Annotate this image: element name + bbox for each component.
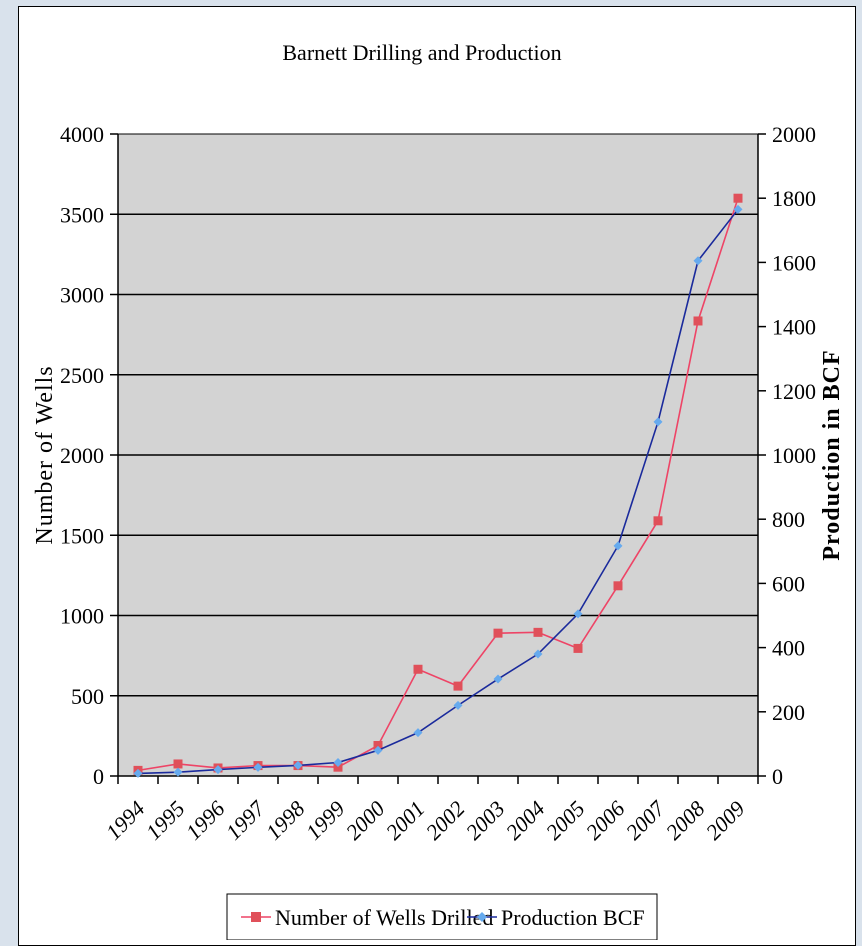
right-tick-label-1400: 1400: [772, 315, 816, 340]
left-tick-label-3500: 3500: [60, 202, 104, 227]
point-wells-2003: [493, 628, 503, 638]
chart-frame: Barnett Drilling and Production 0 500 1000…: [18, 6, 856, 946]
legend-label-wells: Number of Wells Drilled: [275, 905, 493, 930]
point-production-1999: [333, 758, 343, 768]
legend-label-production: Production BCF: [501, 905, 645, 930]
point-production-2008: [693, 256, 703, 266]
x-tick-label-2000: 2000: [341, 796, 390, 845]
point-production-1997: [253, 762, 263, 772]
right-tick-label-600: 600: [772, 571, 805, 596]
x-tick-label-2006: 2006: [581, 796, 630, 845]
point-wells-2002: [453, 681, 463, 691]
x-axis-ticks: 1994199519961997199819992000200120022003…: [101, 776, 759, 845]
point-wells-2006: [613, 581, 623, 591]
series-production: [133, 204, 743, 778]
x-tick-label-2003: 2003: [461, 796, 510, 845]
point-wells-2000: [373, 741, 383, 751]
point-production-2003: [493, 674, 503, 684]
x-tick-label-2009: 2009: [701, 796, 750, 845]
point-wells-1999: [333, 762, 343, 772]
right-tick-label-2000: 2000: [772, 122, 816, 147]
x-tick-label-2001: 2001: [381, 796, 430, 845]
x-tick-label-1999: 1999: [301, 796, 350, 845]
series-line-wells: [137, 197, 739, 772]
point-wells-2007: [653, 516, 663, 526]
x-tick-label-2007: 2007: [621, 795, 670, 844]
line-chart: Barnett Drilling and Production 0 500 1000…: [32, 40, 845, 940]
point-production-2009: [733, 204, 743, 214]
left-tick-label-500: 500: [71, 684, 104, 709]
x-tick-label-2002: 2002: [421, 796, 470, 845]
x-tick-label-2004: 2004: [501, 796, 550, 845]
x-tick-label-1994: 1994: [101, 796, 150, 845]
point-wells-2004: [533, 627, 543, 637]
x-tick-label-1997: 1997: [221, 795, 270, 844]
left-axis-ticks: 0 500 1000 1500 2000 2500 3000 3500 4000: [60, 122, 118, 789]
x-tick-label-1998: 1998: [261, 796, 310, 845]
x-tick-label-2005: 2005: [541, 796, 590, 845]
left-tick-label-0: 0: [93, 764, 104, 789]
point-production-2000: [373, 745, 383, 755]
series-layer: [133, 193, 743, 778]
point-production-2004: [533, 649, 543, 659]
left-tick-label-2000: 2000: [60, 443, 104, 468]
point-wells-1995: [173, 759, 183, 769]
point-production-1994: [133, 768, 143, 778]
gridlines: [118, 213, 758, 697]
right-tick-label-1000: 1000: [772, 443, 816, 468]
left-tick-label-2500: 2500: [60, 363, 104, 388]
left-tick-label-3000: 3000: [60, 283, 104, 308]
left-axis-title: Number of Wells: [32, 365, 58, 544]
x-tick-label-2008: 2008: [661, 796, 710, 845]
chart-title: Barnett Drilling and Production: [282, 40, 561, 65]
point-production-1998: [293, 760, 303, 770]
left-tick-label-4000: 4000: [60, 122, 104, 147]
point-production-2005: [573, 609, 583, 619]
right-axis-ticks: 0 200 400 600 800 1000 1200 1400 1600 1800 2000: [758, 122, 816, 789]
right-tick-label-0: 0: [772, 764, 783, 789]
point-wells-2008: [693, 316, 703, 326]
point-production-1996: [213, 765, 223, 775]
point-production-1995: [173, 767, 183, 777]
x-tick-label-1995: 1995: [141, 796, 190, 845]
left-tick-label-1500: 1500: [60, 523, 104, 548]
x-tick-label-1996: 1996: [181, 796, 230, 845]
point-wells-2001: [413, 664, 423, 674]
right-tick-label-800: 800: [772, 507, 805, 532]
point-production-2006: [613, 541, 623, 551]
point-wells-2005: [573, 643, 583, 653]
right-axis-title: Production in BCF: [819, 349, 845, 560]
point-production-2002: [453, 700, 463, 710]
right-tick-label-1800: 1800: [772, 186, 816, 211]
legend-swatch-marker-wells: [251, 912, 261, 922]
left-tick-label-1000: 1000: [60, 604, 104, 629]
legend-swatch-marker-production: [477, 912, 487, 922]
right-tick-label-1600: 1600: [772, 250, 816, 275]
right-tick-label-1200: 1200: [772, 379, 816, 404]
point-production-2007: [653, 417, 663, 427]
right-tick-label-200: 200: [772, 700, 805, 725]
legend: Number of Wells Drilled Production BCF: [226, 893, 658, 940]
series-line-production: [137, 208, 739, 775]
right-tick-label-400: 400: [772, 636, 805, 661]
point-production-2001: [413, 728, 423, 738]
legend-box: [226, 893, 658, 940]
point-wells-2009: [733, 193, 743, 203]
